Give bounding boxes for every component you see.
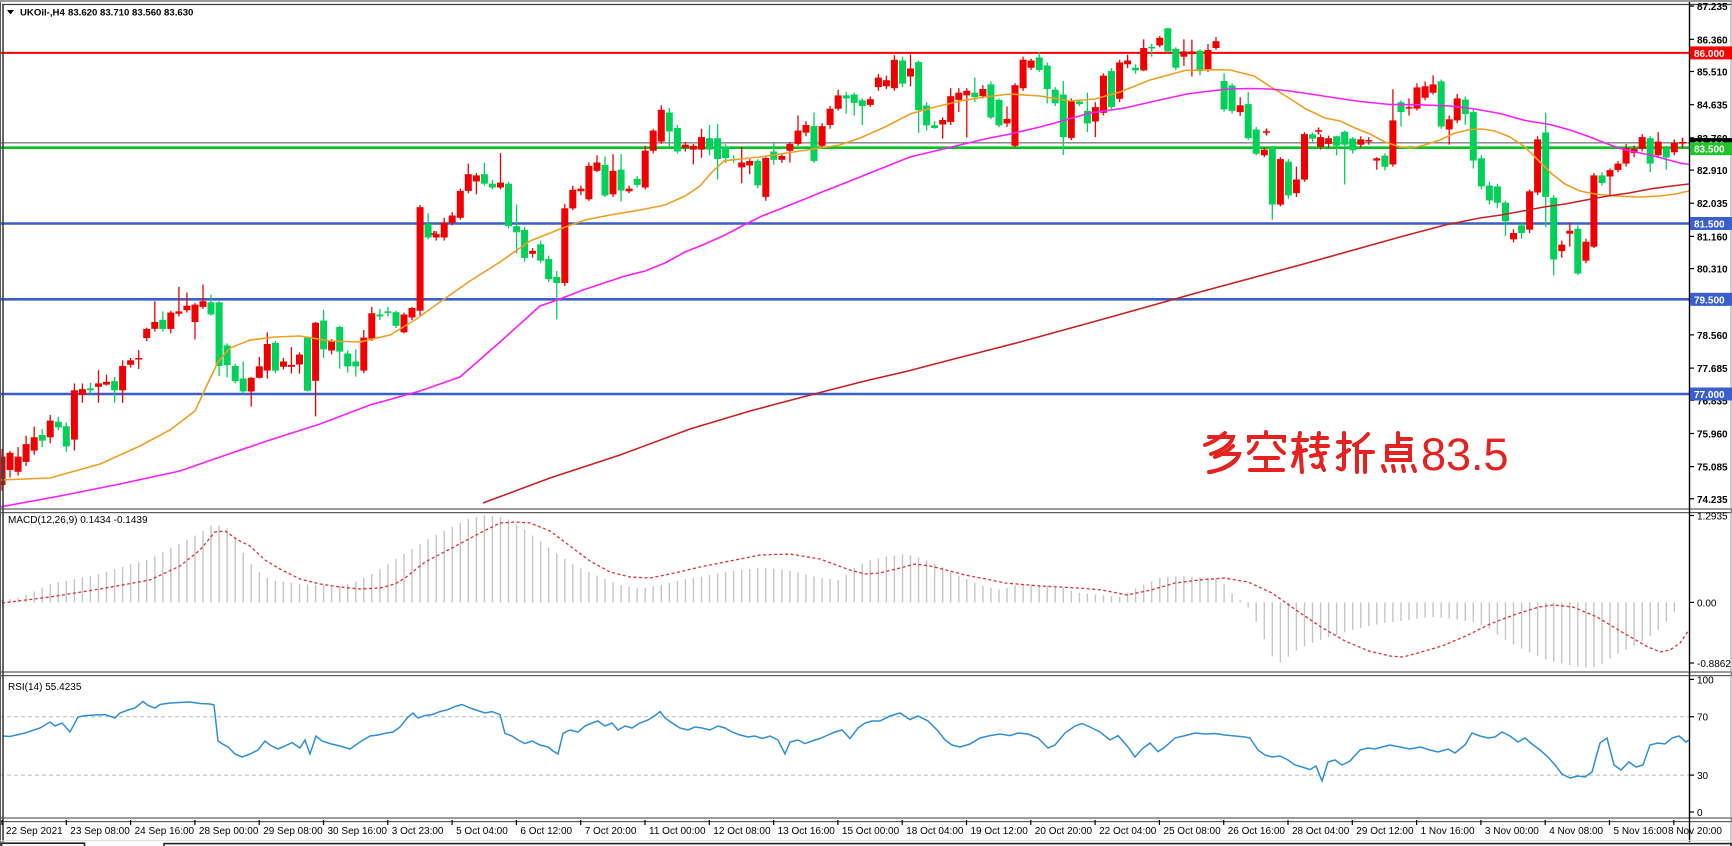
svg-text:86.000: 86.000 (1694, 49, 1725, 60)
svg-text:75.960: 75.960 (1697, 430, 1728, 441)
svg-text:5 Oct 04:00: 5 Oct 04:00 (456, 826, 508, 837)
svg-text:5 Nov 16:00: 5 Nov 16:00 (1614, 826, 1668, 837)
svg-text:0: 0 (1697, 808, 1703, 819)
svg-text:85.510: 85.510 (1697, 68, 1728, 79)
svg-text:75.085: 75.085 (1697, 463, 1728, 474)
svg-text:8 Nov 20:00: 8 Nov 20:00 (1668, 826, 1722, 837)
svg-text:30 Sep 16:00: 30 Sep 16:00 (328, 826, 388, 837)
svg-text:12 Oct 08:00: 12 Oct 08:00 (713, 826, 771, 837)
svg-text:23 Sep 08:00: 23 Sep 08:00 (70, 826, 130, 837)
svg-text:22 Sep 2021: 22 Sep 2021 (6, 826, 63, 837)
svg-text:22 Oct 04:00: 22 Oct 04:00 (1099, 826, 1157, 837)
svg-text:25 Oct 08:00: 25 Oct 08:00 (1163, 826, 1221, 837)
svg-text:81.500: 81.500 (1694, 220, 1725, 231)
svg-text:78.560: 78.560 (1697, 331, 1728, 342)
svg-text:81.160: 81.160 (1697, 232, 1728, 243)
svg-text:84.635: 84.635 (1697, 101, 1728, 112)
svg-text:28 Oct 04:00: 28 Oct 04:00 (1292, 826, 1350, 837)
svg-text:7 Oct 20:00: 7 Oct 20:00 (585, 826, 637, 837)
svg-text:4 Nov 08:00: 4 Nov 08:00 (1549, 826, 1603, 837)
svg-text:0.00: 0.00 (1697, 598, 1717, 609)
svg-text:UKOil-,H4: UKOil-,H4 (20, 8, 65, 19)
svg-text:MACD(12,26,9) 0.1434 -0.1439: MACD(12,26,9) 0.1434 -0.1439 (8, 515, 148, 526)
svg-text:77.000: 77.000 (1694, 390, 1725, 401)
svg-text:1 Nov 16:00: 1 Nov 16:00 (1421, 826, 1475, 837)
svg-text:24 Sep 16:00: 24 Sep 16:00 (135, 826, 195, 837)
svg-text:76.835: 76.835 (1697, 396, 1728, 407)
svg-text:29 Oct 12:00: 29 Oct 12:00 (1356, 826, 1414, 837)
svg-text:87.235: 87.235 (1697, 2, 1728, 13)
svg-text:30: 30 (1697, 771, 1709, 782)
svg-text:82.910: 82.910 (1697, 166, 1728, 177)
svg-text:13 Oct 16:00: 13 Oct 16:00 (778, 826, 836, 837)
svg-text:1.2935: 1.2935 (1697, 512, 1728, 523)
svg-text:6 Oct 12:00: 6 Oct 12:00 (520, 826, 572, 837)
svg-text:74.235: 74.235 (1697, 495, 1728, 506)
svg-text:100: 100 (1697, 675, 1714, 686)
svg-text:18 Oct 04:00: 18 Oct 04:00 (906, 826, 964, 837)
svg-text:82.035: 82.035 (1697, 199, 1728, 210)
svg-text:77.685: 77.685 (1697, 364, 1728, 375)
svg-text:3 Nov 00:00: 3 Nov 00:00 (1485, 826, 1539, 837)
svg-text:29 Sep 08:00: 29 Sep 08:00 (263, 826, 323, 837)
svg-text:26 Oct 16:00: 26 Oct 16:00 (1228, 826, 1286, 837)
svg-text:15 Oct 00:00: 15 Oct 00:00 (842, 826, 900, 837)
svg-text:20 Oct 20:00: 20 Oct 20:00 (1035, 826, 1093, 837)
svg-text:28 Sep 00:00: 28 Sep 00:00 (199, 826, 259, 837)
svg-text:86.360: 86.360 (1697, 35, 1728, 46)
svg-text:70: 70 (1697, 713, 1709, 724)
svg-text:3 Oct 23:00: 3 Oct 23:00 (392, 826, 444, 837)
svg-text:83.500: 83.500 (1694, 145, 1725, 156)
svg-text:83.620 83.710 83.560 83.630: 83.620 83.710 83.560 83.630 (68, 8, 193, 19)
svg-text:80.310: 80.310 (1697, 265, 1728, 276)
svg-text:19 Oct 12:00: 19 Oct 12:00 (971, 826, 1029, 837)
svg-text:11 Oct 00:00: 11 Oct 00:00 (649, 826, 706, 837)
svg-text:-0.8862: -0.8862 (1697, 659, 1731, 670)
svg-text:83.5: 83.5 (1421, 429, 1509, 480)
svg-text:RSI(14) 55.4235: RSI(14) 55.4235 (8, 682, 82, 693)
svg-text:79.500: 79.500 (1694, 295, 1725, 306)
